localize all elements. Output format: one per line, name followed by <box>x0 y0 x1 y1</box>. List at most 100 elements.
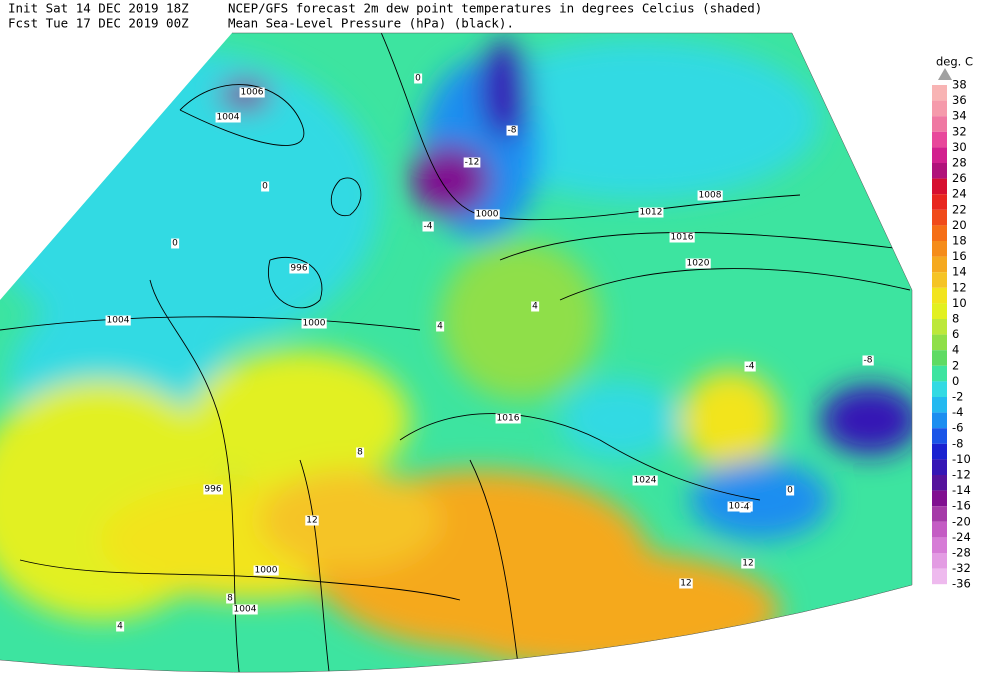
legend-label: 10 <box>952 296 967 310</box>
isobar-label: 1024 <box>634 476 657 486</box>
legend-label: 18 <box>952 234 967 248</box>
isobar <box>268 256 323 309</box>
legend-swatch <box>932 521 947 538</box>
legend-arrow <box>938 68 952 80</box>
title: NCEP/GFS forecast 2m dew point temperatu… <box>228 1 762 16</box>
legend-swatch <box>932 397 947 413</box>
temperature-label-box <box>679 578 693 589</box>
temperature-label: 8 <box>227 594 233 604</box>
temperature-label-box <box>506 125 518 136</box>
legend-swatch <box>932 459 947 475</box>
temperature-label-box <box>739 502 751 513</box>
temperature-label-box <box>744 361 756 372</box>
isobar-label: 996 <box>290 264 307 274</box>
legend-label: -12 <box>952 468 971 482</box>
temperature-label: 12 <box>306 516 317 526</box>
legend-label: -2 <box>952 390 963 404</box>
temperature-label-box <box>463 157 481 168</box>
map-area <box>0 33 912 673</box>
legend-label: 36 <box>952 93 967 107</box>
isobar <box>559 268 911 301</box>
legend-swatch <box>932 568 947 585</box>
legend-swatch <box>932 412 947 429</box>
isobar <box>19 559 461 601</box>
temperature-label-box <box>531 301 540 312</box>
legend-swatch <box>932 147 947 163</box>
legend-swatch <box>932 365 947 382</box>
legend-label: -16 <box>952 499 971 513</box>
legend-swatch <box>932 490 947 507</box>
temperature-label: -8 <box>508 126 517 136</box>
isobar-label-box <box>232 604 258 615</box>
legend-swatch <box>932 85 947 101</box>
legend-swatch <box>932 241 947 257</box>
legend-label: 20 <box>952 218 967 232</box>
isobar-label: 1012 <box>640 208 663 218</box>
temperature-label: -4 <box>741 503 750 513</box>
legend-swatch <box>932 303 947 319</box>
isobar-label-box <box>474 209 500 220</box>
legend-swatch <box>932 116 947 132</box>
isobar-label: 1004 <box>217 113 240 123</box>
temperature-label-box <box>422 221 434 232</box>
legend-label: 4 <box>952 343 959 357</box>
legend-swatch <box>932 381 947 397</box>
isobar-label: 1006 <box>241 88 264 98</box>
isobar-label-box <box>239 87 265 98</box>
legend-swatch <box>932 178 947 195</box>
temperature-label-box <box>414 73 423 84</box>
temperature-label: 12 <box>742 559 753 569</box>
legend-label: -20 <box>952 514 971 528</box>
legend-swatch <box>932 553 947 569</box>
temperature-label: 0 <box>262 182 268 192</box>
temperature-label: 4 <box>117 622 123 632</box>
legend-swatch <box>932 256 947 273</box>
isobar-label-box <box>301 318 327 329</box>
legend-swatch <box>932 194 947 210</box>
temperature-label-box <box>171 238 180 249</box>
isobar-label: 996 <box>204 485 221 495</box>
legend-swatch <box>932 334 947 351</box>
temperature-label-box <box>436 321 445 332</box>
legend-swatch <box>932 163 947 179</box>
legend-swatch <box>932 443 947 460</box>
legend-label: 6 <box>952 327 959 341</box>
isobar-label: 1000 <box>303 319 326 329</box>
temperature-label: 0 <box>172 239 178 249</box>
isobar-label: 1004 <box>234 605 257 615</box>
legend-label: -4 <box>952 405 963 419</box>
legend-label: 30 <box>952 140 967 154</box>
legend-swatch <box>932 506 947 522</box>
temperature-label: 0 <box>415 74 421 84</box>
isobar-label: 1020 <box>687 259 710 269</box>
temperature-label: -4 <box>424 222 433 232</box>
isobar-label-box <box>289 263 309 274</box>
legend-label: -28 <box>952 546 971 560</box>
isobar-label-box <box>685 258 711 269</box>
isobar-label: 1016 <box>671 233 694 243</box>
temperature-label: 4 <box>437 322 443 332</box>
isobar-label: 1008 <box>699 191 722 201</box>
isobar-label: 1000 <box>476 210 499 220</box>
legend-swatch <box>932 209 947 226</box>
legend-swatch <box>932 475 947 491</box>
legend-swatch <box>932 537 947 553</box>
isobar-label: 1004 <box>107 316 130 326</box>
isobar-label: 1016 <box>497 414 520 424</box>
legend-label: 0 <box>952 374 959 388</box>
temperature-label: -8 <box>864 356 873 366</box>
isobar <box>399 413 761 501</box>
legend-label: 32 <box>952 124 967 138</box>
legend-swatch <box>932 319 947 335</box>
isobar <box>0 316 421 331</box>
legend-label: 2 <box>952 358 959 372</box>
temperature-label: 0 <box>787 486 793 496</box>
legend-label: 38 <box>952 78 967 92</box>
isobar-label-box <box>632 475 658 486</box>
temperature-label: 4 <box>532 302 538 312</box>
map-border <box>0 32 913 673</box>
isobar-label-box <box>669 232 695 243</box>
legend-label: 16 <box>952 249 967 263</box>
temperature-label: -4 <box>746 362 755 372</box>
